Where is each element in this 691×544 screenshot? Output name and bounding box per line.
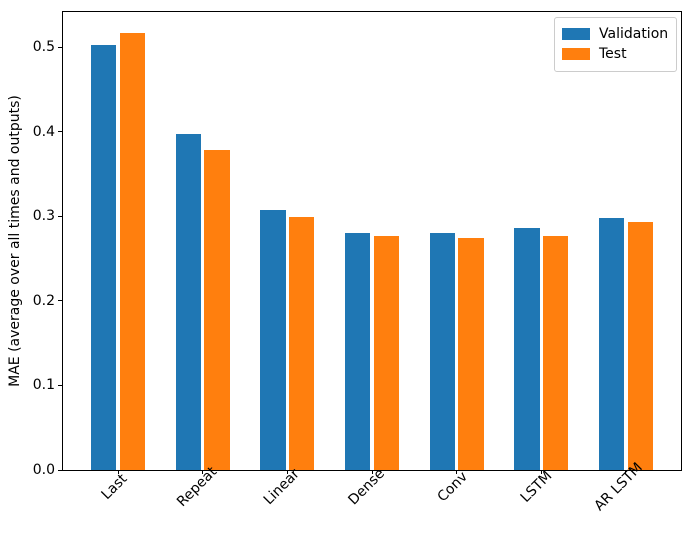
bar-validation-ar-lstm	[598, 217, 625, 470]
x-tick-mark	[540, 470, 542, 474]
y-tick-label: 0.2	[32, 292, 55, 309]
bar-validation-repeat	[175, 134, 202, 470]
bar-test-linear	[289, 217, 315, 470]
validation-swatch-icon	[562, 28, 590, 40]
x-tick-label-lstm: LSTM	[517, 468, 556, 506]
x-tick-label-last: Last	[98, 471, 131, 503]
x-tick-mark	[286, 470, 288, 474]
bar-test-lstm	[542, 235, 569, 470]
x-tick-mark	[456, 470, 458, 474]
y-axis-label: MAE (average over all times and outputs)	[7, 95, 23, 387]
y-tick-label: 0.5	[32, 39, 55, 56]
y-tick-label: 0.4	[32, 123, 55, 140]
bar-validation-last	[91, 44, 117, 470]
y-tick-mark	[58, 131, 62, 133]
legend-item-validation: Validation	[562, 24, 668, 44]
bar-test-dense	[373, 235, 400, 470]
x-tick-label-dense: Dense	[345, 465, 388, 509]
y-tick-label: 0.1	[32, 377, 55, 394]
y-tick-mark	[58, 300, 62, 302]
x-tick-mark	[117, 470, 119, 474]
legend-item-test: Test	[562, 44, 668, 64]
bar-test-last	[119, 32, 146, 470]
bar-validation-conv	[429, 233, 455, 470]
legend-label-validation: Validation	[599, 26, 669, 42]
legend: Validation Test	[554, 17, 677, 72]
bar-validation-linear	[260, 210, 286, 470]
test-swatch-icon	[562, 48, 590, 60]
x-tick-mark	[202, 470, 204, 474]
y-tick-mark	[58, 215, 62, 217]
y-tick-mark	[58, 384, 62, 386]
bar-test-repeat	[204, 150, 230, 470]
plot-area: 0.0 0.1 0.2 0.3 0.4 0.5 Last Repeat Linear Dense C…	[33, 11, 682, 514]
y-tick-mark	[58, 469, 62, 471]
legend-label-test: Test	[599, 46, 627, 62]
y-tick-mark	[58, 46, 62, 48]
x-tick-label-repeat: Repeat	[173, 463, 220, 511]
y-tick-label: 0.3	[32, 208, 55, 225]
x-tick-mark	[625, 470, 627, 474]
bar-validation-lstm	[514, 228, 540, 470]
y-tick-label: 0.0	[32, 462, 55, 478]
bar-test-conv	[458, 238, 484, 470]
x-tick-mark	[371, 470, 373, 474]
bar-test-ar-lstm	[627, 222, 653, 470]
x-tick-label-linear: Linear	[261, 465, 304, 509]
x-tick-label-conv: Conv	[434, 468, 471, 506]
bar-validation-dense	[344, 233, 371, 470]
